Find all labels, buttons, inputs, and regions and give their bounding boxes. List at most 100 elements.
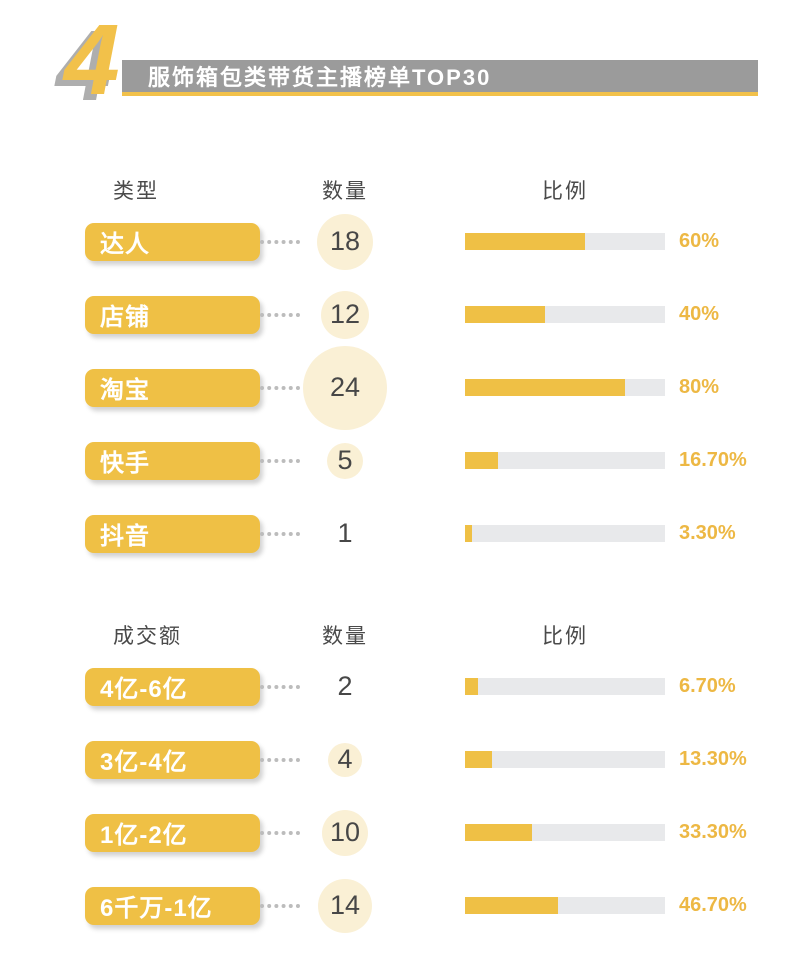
- category-label: 抖音: [100, 523, 150, 550]
- count-value: 2: [337, 671, 353, 701]
- table-row: 4亿-6亿 2 6.70%: [0, 650, 800, 723]
- section2-header: 成交额 数量 比例: [0, 620, 800, 650]
- category-pill: 快手: [85, 441, 260, 480]
- dotted-connector: [260, 903, 300, 908]
- count-circle: [317, 213, 373, 270]
- table-row: 淘宝 24 80%: [0, 345, 800, 430]
- percent-label: 3.30%: [679, 522, 736, 544]
- bar-track: [465, 824, 665, 841]
- count-circle: [328, 742, 362, 777]
- table-row: 店铺 12 40%: [0, 278, 800, 351]
- count-cell: 12: [300, 278, 390, 351]
- column-header-count: 数量: [322, 180, 368, 203]
- category-pill: 抖音: [85, 514, 260, 553]
- dotted-connector: [260, 385, 300, 390]
- column-header-type: 类型: [113, 180, 159, 203]
- percent-label: 6.70%: [679, 675, 736, 697]
- dotted-connector: [260, 239, 300, 244]
- category-pill: 店铺: [85, 295, 260, 334]
- count-value: 10: [329, 817, 361, 847]
- bar-track: [465, 379, 665, 396]
- dotted-connector: [260, 458, 300, 463]
- table-row: 达人 18 60%: [0, 205, 800, 278]
- count-cell: 14: [300, 869, 390, 942]
- category-label: 1亿-2亿: [100, 822, 188, 849]
- dotted-connector: [260, 757, 300, 762]
- title-banner: 服饰箱包类带货主播榜单TOP30: [122, 60, 758, 96]
- category-label: 4亿-6亿: [100, 676, 188, 703]
- column-header-ratio: 比例: [542, 625, 588, 648]
- bar-fill: [465, 678, 479, 695]
- dotted-connector: [260, 830, 300, 835]
- count-cell: 24: [300, 345, 390, 430]
- column-header-gmv: 成交额: [113, 625, 182, 648]
- percent-label: 13.30%: [679, 748, 747, 770]
- category-pill: 3亿-4亿: [85, 740, 260, 779]
- count-value: 14: [329, 890, 361, 920]
- category-pill: 淘宝: [85, 368, 260, 407]
- bar-track: [465, 897, 665, 914]
- section1-rows: 达人 18 60% 店铺 12 40% 淘宝 24: [0, 205, 800, 570]
- count-value: 5: [337, 445, 353, 475]
- count-value: 18: [329, 226, 361, 256]
- count-circle: [303, 345, 387, 430]
- table-row: 抖音 1 3.30%: [0, 497, 800, 570]
- bar-fill: [465, 751, 492, 768]
- section1-header: 类型 数量 比例: [0, 175, 800, 205]
- bar-track: [465, 452, 665, 469]
- count-cell: 18: [300, 205, 390, 278]
- dotted-connector: [260, 312, 300, 317]
- category-label: 淘宝: [100, 377, 150, 404]
- category-label: 达人: [100, 231, 150, 258]
- count-cell: 5: [300, 424, 390, 497]
- category-pill: 达人: [85, 222, 260, 261]
- percent-label: 40%: [679, 303, 720, 325]
- bar-fill: [465, 897, 559, 914]
- count-value: 1: [337, 518, 353, 548]
- category-pill: 1亿-2亿: [85, 813, 260, 852]
- bar-fill: [465, 233, 585, 250]
- count-value: 12: [329, 299, 361, 329]
- count-circle: [327, 442, 363, 479]
- bar-track: [465, 678, 665, 695]
- percent-label: 16.70%: [679, 449, 747, 471]
- bar-track: [465, 751, 665, 768]
- section-number: 4: [64, 4, 120, 116]
- page-title: 服饰箱包类带货主播榜单TOP30: [148, 65, 492, 90]
- page-header: 4 服饰箱包类带货主播榜单TOP30: [0, 0, 800, 140]
- dotted-connector: [260, 684, 300, 689]
- count-circle: [318, 878, 372, 933]
- count-cell: 4: [300, 723, 390, 796]
- bar-track: [465, 233, 665, 250]
- table-row: 6千万-1亿 14 46.70%: [0, 869, 800, 942]
- percent-label: 33.30%: [679, 821, 747, 843]
- bar-track: [465, 525, 665, 542]
- count-circle: [322, 809, 368, 856]
- bar-fill: [465, 525, 472, 542]
- percent-label: 80%: [679, 376, 720, 398]
- bar-fill: [465, 452, 499, 469]
- category-label: 快手: [100, 450, 150, 477]
- count-cell: 1: [300, 497, 390, 570]
- bar-fill: [465, 379, 625, 396]
- category-label: 6千万-1亿: [100, 895, 213, 922]
- table-row: 1亿-2亿 10 33.30%: [0, 796, 800, 869]
- table-row: 3亿-4亿 4 13.30%: [0, 723, 800, 796]
- bar-fill: [465, 824, 532, 841]
- table-row: 快手 5 16.70%: [0, 424, 800, 497]
- count-circle: [321, 290, 369, 339]
- category-pill: 6千万-1亿: [85, 886, 260, 925]
- bar-fill: [465, 306, 545, 323]
- category-label: 3亿-4亿: [100, 749, 188, 776]
- section2-rows: 4亿-6亿 2 6.70% 3亿-4亿 4 13.30% 1亿-2亿: [0, 650, 800, 942]
- category-label: 店铺: [100, 304, 150, 331]
- percent-label: 60%: [679, 230, 720, 252]
- bar-track: [465, 306, 665, 323]
- dotted-connector: [260, 531, 300, 536]
- category-pill: 4亿-6亿: [85, 667, 260, 706]
- count-cell: 10: [300, 796, 390, 869]
- count-value: 24: [329, 372, 361, 402]
- column-header-ratio: 比例: [542, 180, 588, 203]
- count-value: 4: [337, 744, 353, 774]
